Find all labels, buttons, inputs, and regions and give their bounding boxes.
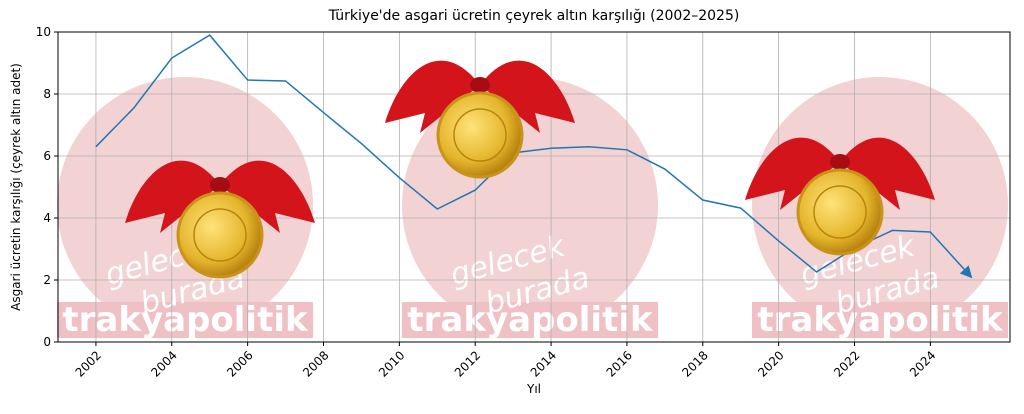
bow-knot	[830, 154, 850, 170]
bow	[385, 60, 480, 133]
watermark-brand: trakyapolitik	[757, 300, 1004, 340]
coin	[796, 168, 884, 256]
x-axis-label: Yıl	[526, 382, 541, 396]
y-tick-label: 2	[43, 273, 51, 287]
coin-inner	[453, 108, 507, 162]
watermark-band	[402, 302, 658, 338]
y-tick-label: 4	[43, 211, 51, 225]
y-axis-label: Asgari ücretin karşılığı (çeyrek altın a…	[9, 63, 23, 311]
data-line	[95, 34, 973, 279]
plot	[95, 34, 973, 279]
watermark-brand: trakyapolitik	[62, 300, 309, 340]
watermark-band	[752, 302, 1008, 338]
coin	[176, 191, 264, 279]
bow-knot	[470, 77, 490, 93]
bow	[125, 160, 220, 233]
bow	[480, 60, 575, 133]
coin-inner	[813, 185, 867, 239]
watermark-brand: trakyapolitik	[407, 300, 654, 340]
y-tick-label: 6	[43, 149, 51, 163]
chart-title: Türkiye'de asgari ücretin çeyrek altın k…	[328, 8, 740, 24]
bow	[745, 137, 840, 210]
y-tick-label: 8	[43, 87, 51, 101]
bow-knot	[210, 177, 230, 193]
bow	[220, 160, 315, 233]
decorations	[125, 60, 935, 279]
y-tick-label: 10	[36, 25, 51, 39]
bow	[840, 137, 935, 210]
coin	[436, 91, 524, 179]
coin-inner	[193, 208, 247, 262]
axes-frame	[57, 31, 1011, 343]
watermark-band	[57, 302, 313, 338]
y-tick-label: 0	[43, 335, 51, 349]
